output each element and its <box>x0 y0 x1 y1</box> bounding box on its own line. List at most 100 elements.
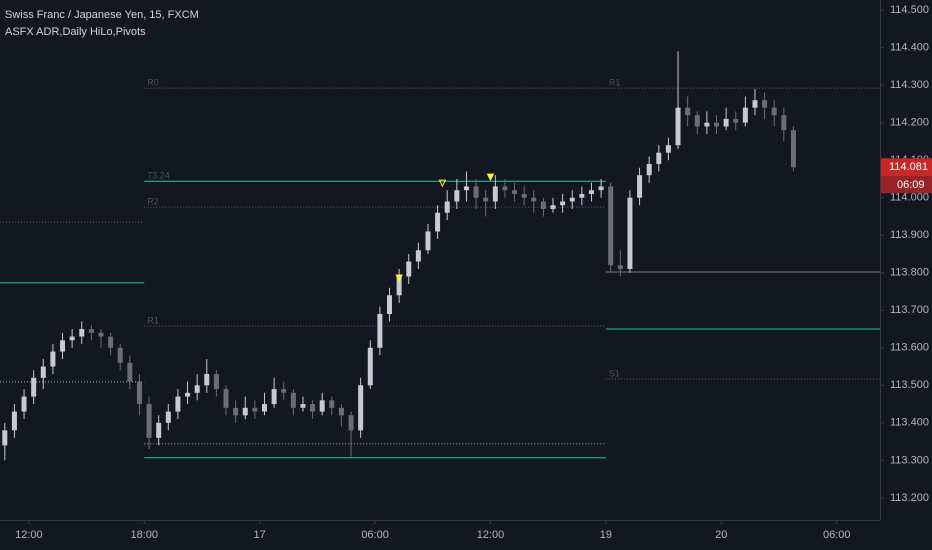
candle-body <box>540 201 546 209</box>
candle-body <box>31 377 37 397</box>
candle-body <box>261 404 267 412</box>
candle-body <box>463 186 469 191</box>
signal-marker <box>486 173 495 182</box>
candle-body <box>11 411 17 431</box>
signal-marker <box>438 179 447 188</box>
candle-body <box>685 107 691 116</box>
y-tick-label: 113.300 <box>890 454 929 466</box>
candle-body <box>492 186 498 202</box>
level-label: S1 <box>609 368 620 378</box>
level-label: R1 <box>147 315 159 325</box>
y-tick-label: 113.400 <box>890 417 929 429</box>
candle-body <box>2 430 8 446</box>
candle-body <box>194 385 200 393</box>
candle-body <box>252 407 258 412</box>
candle-body <box>579 193 585 198</box>
candle-body <box>310 404 316 412</box>
level-label: 73.24 <box>147 171 170 181</box>
candle-body <box>762 100 768 108</box>
candle-body <box>675 107 681 146</box>
x-tick-label: 18:00 <box>130 529 158 541</box>
candle-body <box>781 115 787 131</box>
candle-body <box>40 366 46 378</box>
candle-body <box>156 422 162 438</box>
y-tick-label: 114.500 <box>890 4 929 16</box>
level-label: R2 <box>147 196 159 206</box>
candle-body <box>358 385 364 431</box>
candle-body <box>242 407 248 416</box>
candle-body <box>88 329 94 333</box>
last-price-box <box>881 158 932 177</box>
level-label: R1 <box>609 78 621 88</box>
signal-marker <box>395 274 403 283</box>
level-label: R0 <box>147 78 159 88</box>
candle-body <box>367 347 373 386</box>
candle-body <box>98 332 104 337</box>
candle-body <box>531 197 537 202</box>
candle-body <box>444 201 450 213</box>
y-tick-label: 113.700 <box>890 304 929 316</box>
candle-body <box>387 295 393 315</box>
candle-body <box>598 186 604 191</box>
candle-body <box>723 118 729 127</box>
candle-body <box>213 374 219 390</box>
x-tick-label: 06:00 <box>823 529 851 541</box>
candle-body <box>733 118 739 123</box>
y-tick-label: 114.200 <box>890 117 929 129</box>
candle-body <box>175 396 181 412</box>
candle-body <box>79 329 85 337</box>
x-tick-label: 06:00 <box>361 529 389 541</box>
candle-body <box>271 389 277 405</box>
candle-body <box>204 374 210 386</box>
x-tick-label: 12:00 <box>15 529 43 541</box>
x-tick-label: 17 <box>254 529 266 541</box>
candle-body <box>406 261 412 277</box>
candle-body <box>742 107 748 123</box>
candle-body <box>473 186 479 198</box>
candle-body <box>521 193 527 198</box>
y-tick-label: 113.500 <box>890 379 929 391</box>
candle-body <box>502 186 508 191</box>
candle-body <box>329 400 335 408</box>
candle-body <box>646 163 652 176</box>
candle-body <box>425 231 431 251</box>
candle-body <box>656 152 662 164</box>
candle-body <box>21 396 27 412</box>
plot-area: R0 73.24 R2 R1 R1 S1 <box>0 51 880 461</box>
candle-body <box>714 122 720 127</box>
symbol-title: Swiss Franc / Japanese Yen, 15, FXCM <box>5 9 199 21</box>
candle-body <box>512 190 518 194</box>
candle-body <box>348 415 354 431</box>
candle-body <box>50 351 56 367</box>
y-tick-label: 114.000 <box>890 192 929 204</box>
candle-body <box>790 130 796 168</box>
candle-body <box>146 404 152 438</box>
x-tick-label: 20 <box>715 529 727 541</box>
candle-body <box>165 411 171 423</box>
candle-body <box>233 407 239 416</box>
y-tick-label: 114.400 <box>890 42 929 54</box>
indicator-list: ASFX ADR,Daily HiLo,Pivots <box>5 26 146 38</box>
candle-body <box>60 340 66 352</box>
candle-body <box>483 197 489 202</box>
x-tick-label: 19 <box>600 529 612 541</box>
candle-body <box>637 175 643 198</box>
countdown-box <box>881 176 932 194</box>
candle-body <box>415 250 421 262</box>
candle-body <box>69 336 75 341</box>
y-tick-label: 113.200 <box>890 492 929 504</box>
candle-body <box>396 276 402 296</box>
candle-body <box>608 186 614 266</box>
y-tick-label: 114.300 <box>890 79 929 91</box>
candle-body <box>108 336 114 348</box>
x-tick-label: 12:00 <box>477 529 505 541</box>
candle-body <box>588 190 594 194</box>
candle-body <box>569 197 575 202</box>
candle-body <box>550 205 556 209</box>
candle-body <box>704 122 710 127</box>
candle-body <box>377 314 383 348</box>
candle-body <box>752 100 758 108</box>
y-tick-label: 113.600 <box>890 342 929 354</box>
